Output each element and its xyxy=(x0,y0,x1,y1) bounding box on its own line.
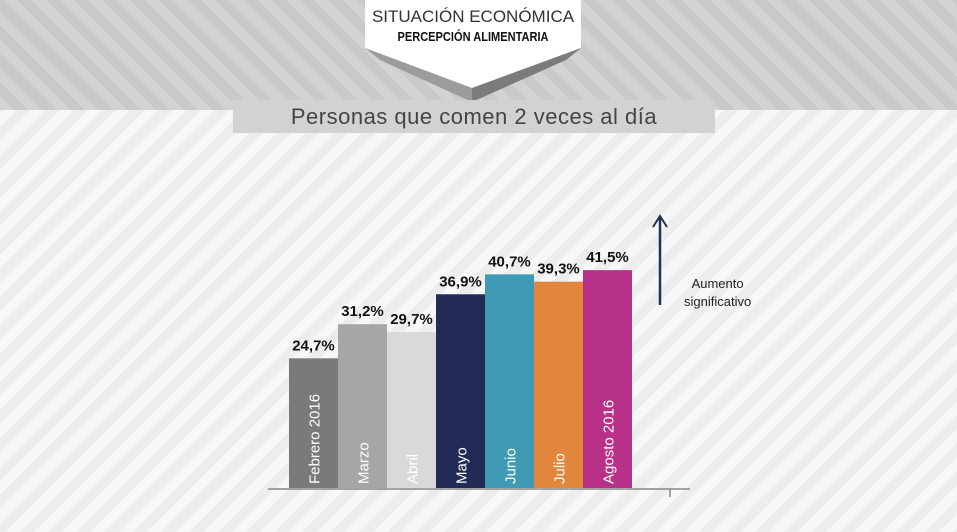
category-label: Julio xyxy=(552,453,569,484)
bar-4 xyxy=(485,274,534,488)
bar-1 xyxy=(338,324,387,488)
data-label: 40,7% xyxy=(488,253,531,270)
bar-6 xyxy=(583,270,632,488)
bar-5 xyxy=(534,281,583,488)
data-label: 36,9% xyxy=(439,273,482,290)
annotation: Aumento significativo xyxy=(684,275,751,311)
category-label: Mayo xyxy=(454,447,471,484)
bar-0 xyxy=(289,358,338,488)
bar-3 xyxy=(436,294,485,488)
data-label: 39,3% xyxy=(537,261,580,278)
data-label: 29,7% xyxy=(390,311,433,328)
category-label: Marzo xyxy=(356,442,373,484)
category-label: Junio xyxy=(503,448,520,484)
arrow-up-icon xyxy=(652,214,668,305)
section-title: SITUACIÓN ECONÓMICA xyxy=(371,7,575,26)
category-label: Abril xyxy=(405,454,422,484)
chart-title: Personas que comen 2 veces al día xyxy=(233,100,715,133)
data-label: 41,5% xyxy=(586,249,629,266)
annotation-line1: Aumento xyxy=(691,276,744,291)
category-label: Agosto 2016 xyxy=(601,400,618,484)
data-label: 31,2% xyxy=(341,303,384,320)
annotation-line2: significativo xyxy=(684,294,752,309)
category-label: Febrero 2016 xyxy=(307,394,324,484)
data-label: 24,7% xyxy=(292,337,335,354)
bar-2 xyxy=(387,332,436,488)
header-ribbon xyxy=(365,0,581,102)
section-subtitle: PERCEPCIÓN ALIMENTARIA xyxy=(397,29,549,44)
